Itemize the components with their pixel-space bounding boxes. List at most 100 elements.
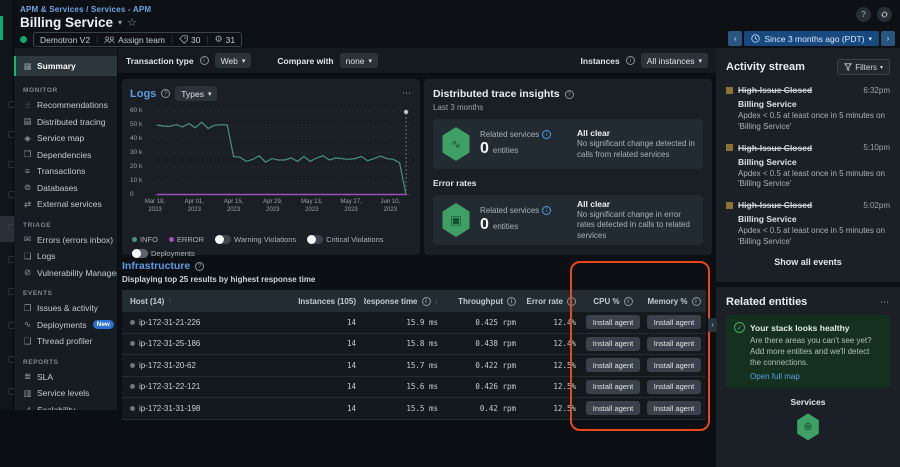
help-button[interactable]: ? xyxy=(856,7,871,22)
info-icon[interactable]: i xyxy=(199,56,209,65)
install-agent-button[interactable]: Install agent xyxy=(646,336,702,351)
collapse-panel-handle[interactable]: › xyxy=(708,318,717,332)
table-row[interactable]: ip-172-31-22-121 14 15.6 ms 0.426 rpm 12… xyxy=(122,376,706,398)
metadata-count-button[interactable]: ⚙ 31 xyxy=(214,34,236,45)
external-icon: ⇄ xyxy=(23,198,32,209)
sidebar-item-databases[interactable]: ⊜ Databases xyxy=(23,182,78,193)
instances-select[interactable]: All instances ▾ xyxy=(640,53,708,68)
y-tick: 10 k xyxy=(130,177,143,184)
col-memory[interactable]: Memory % i xyxy=(642,296,706,306)
col-instances[interactable]: Instances (105) xyxy=(298,296,356,306)
sidebar-item-scalability[interactable]: ⊿ Scalability xyxy=(14,402,117,410)
sidebar-item-recommendations[interactable]: ☝ Recommendations xyxy=(24,99,108,111)
sidebar-item-service-levels[interactable]: ▥ Service levels xyxy=(23,387,90,399)
permalink-icon[interactable] xyxy=(877,7,892,22)
infrastructure-title-link[interactable]: Infrastructure xyxy=(122,260,191,272)
rail-icon-fragment xyxy=(8,256,14,263)
sidebar-item-distributed-tracing[interactable]: ▤ Distributed tracing xyxy=(23,116,106,127)
help-icon[interactable]: ? xyxy=(161,89,171,98)
compare-with-select[interactable]: none ▾ xyxy=(339,53,379,68)
sidebar-item-service-map[interactable]: ◈ Service map xyxy=(24,132,85,144)
assign-team-button[interactable]: Assign team xyxy=(104,35,165,45)
open-full-map-link[interactable]: Open full map xyxy=(750,372,800,382)
stack-healthy-card: ✓ Your stack looks healthy Are there are… xyxy=(726,315,890,389)
logs-title-link[interactable]: Logs xyxy=(130,87,157,100)
col-host[interactable]: Host (14) ↑ xyxy=(130,296,172,306)
col-error-rate[interactable]: Error rate i xyxy=(524,296,584,306)
sidebar-item-deployments[interactable]: ∿ Deployments New xyxy=(14,317,117,334)
sidebar-item-sla[interactable]: ≣ SLA xyxy=(23,371,54,382)
time-range-button[interactable]: Since 3 months ago (PDT) ▾ xyxy=(744,31,879,46)
help-icon[interactable]: ? xyxy=(564,89,574,99)
install-agent-button[interactable]: Install agent xyxy=(646,358,702,373)
sidebar-item-external-services[interactable]: ⇄ External services xyxy=(23,198,102,210)
table-row[interactable]: ip-172-31-20-62 14 15.7 ms 0.422 rpm 12.… xyxy=(122,355,706,377)
install-agent-button[interactable]: Install agent xyxy=(646,401,702,416)
title-chevron-down-icon[interactable]: ▾ xyxy=(118,18,123,27)
install-agent-button[interactable]: Install agent xyxy=(585,379,641,394)
collapsed-nav-rail[interactable] xyxy=(0,0,14,410)
info-icon: i xyxy=(567,296,576,306)
service-node-icon[interactable]: ⊕ xyxy=(797,413,819,441)
legend-info[interactable]: INFO xyxy=(132,235,158,244)
sidebar-item-dependencies[interactable]: ❒ Dependencies xyxy=(23,149,92,160)
legend-error[interactable]: ERROR xyxy=(168,235,204,244)
tags-count-button[interactable]: 30 xyxy=(179,35,201,45)
col-throughput[interactable]: Throughput i xyxy=(446,296,524,306)
activity-event[interactable]: High-Issue Closed 5:10pm Billing Service … xyxy=(726,143,890,191)
deployments-toggle[interactable]: Deployments xyxy=(132,249,195,258)
install-agent-button[interactable]: Install agent xyxy=(585,315,641,330)
infrastructure-subtitle: Displaying top 25 results by highest res… xyxy=(122,275,316,284)
x-axis-labels: Mar 18, 2023 Apr 01, 2023 Apr 15, 2023 Apr … xyxy=(145,199,410,217)
info-icon[interactable]: i xyxy=(625,56,635,65)
related-entities-title: Related entities xyxy=(726,296,808,308)
sidebar-item-errors-inbox[interactable]: ✉Errors (errors inbox)New xyxy=(14,232,117,249)
info-icon[interactable]: i xyxy=(542,206,552,215)
map-icon: ◈ xyxy=(24,132,31,143)
panel-menu-button[interactable]: ⋯ xyxy=(402,88,412,98)
activity-event[interactable]: High-Issue Closed 6:32pm Billing Service … xyxy=(726,85,890,133)
log-types-select[interactable]: Types ▾ xyxy=(175,86,218,101)
sidebar-item-vulnerability-management[interactable]: ⊘Vulnerability Management xyxy=(23,267,117,278)
panel-menu-button[interactable]: ⋯ xyxy=(880,296,890,307)
sidebar-item-transactions[interactable]: ≡ Transactions xyxy=(14,163,117,180)
rail-icon-fragment xyxy=(8,356,14,363)
profiler-icon: ❑ xyxy=(23,335,32,346)
transaction-type-select[interactable]: Web ▾ xyxy=(214,53,252,68)
install-agent-button[interactable]: Install agent xyxy=(585,358,641,373)
sidebar-item-issues-activity[interactable]: ❐ Issues & activity xyxy=(23,302,98,314)
filter-icon xyxy=(844,63,853,71)
install-agent-button[interactable]: Install agent xyxy=(646,379,702,394)
error-rates-card: ▣ Related services i 0 entities All clear … xyxy=(433,195,703,245)
sidebar-section-monitor: MONITOR xyxy=(23,87,58,94)
col-response-time[interactable]: Response time i ↓ xyxy=(364,296,438,306)
table-row[interactable]: ip-172-31-31-198 14 15.5 ms 0.42 rpm 12.… xyxy=(122,398,706,420)
breadcrumb[interactable]: APM & Services / Services - APM xyxy=(20,5,152,14)
favorite-star-icon[interactable]: ☆ xyxy=(127,17,137,29)
time-picker: ‹ Since 3 months ago (PDT) ▾ › xyxy=(728,31,895,46)
help-icon[interactable]: ? xyxy=(195,261,205,271)
table-row[interactable]: ip-172-31-21-226 14 15.9 ms 0.425 rpm 12… xyxy=(122,312,706,334)
show-all-events-button[interactable]: Show all events xyxy=(774,256,842,267)
critical-violations-toggle[interactable]: Critical Violations xyxy=(307,235,384,244)
warning-violations-toggle[interactable]: Warning Violations xyxy=(215,235,296,244)
chevron-down-icon: ▾ xyxy=(868,35,872,43)
install-agent-button[interactable]: Install agent xyxy=(646,315,702,330)
col-cpu[interactable]: CPU % i xyxy=(584,296,642,306)
time-back-button[interactable]: ‹ xyxy=(728,31,743,46)
filters-button[interactable]: Filters ▾ xyxy=(837,59,890,75)
logs-panel: Logs ? Types ▾ ⋯ 60 k 50 k 40 k 30 k 20 k… xyxy=(122,79,420,258)
install-agent-button[interactable]: Install agent xyxy=(585,336,641,351)
account-tag[interactable]: Demotron V2 xyxy=(40,34,91,45)
rail-selected-item[interactable] xyxy=(0,216,14,242)
sidebar-item-logs[interactable]: ❏ Logs xyxy=(23,250,56,262)
table-row[interactable]: ip-172-31-25-186 14 15.8 ms 0.438 rpm 12… xyxy=(122,333,706,355)
install-agent-button[interactable]: Install agent xyxy=(585,401,641,416)
sidebar-item-summary[interactable]: ▦ Summary xyxy=(14,56,117,76)
info-icon[interactable]: i xyxy=(542,130,552,139)
transaction-type-label: Transaction type xyxy=(126,55,194,66)
status-description: No significant change in error rates det… xyxy=(577,209,690,240)
activity-event[interactable]: High-Issue Closed 5:02pm Billing Service … xyxy=(726,200,890,248)
time-forward-button[interactable]: › xyxy=(881,31,895,46)
sidebar-item-thread-profiler[interactable]: ❑ Thread profiler xyxy=(23,335,93,347)
